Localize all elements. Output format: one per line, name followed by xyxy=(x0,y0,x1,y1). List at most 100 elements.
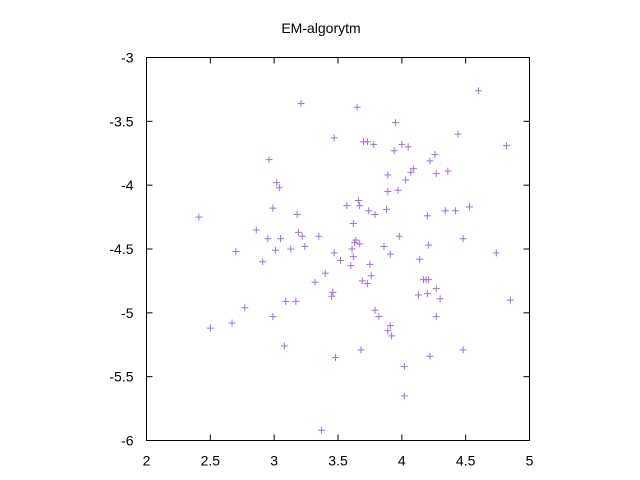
data-point-marker xyxy=(280,342,288,350)
data-point-marker xyxy=(426,157,434,165)
data-point-marker xyxy=(349,219,357,227)
data-point-marker xyxy=(228,319,236,327)
data-point-marker xyxy=(451,207,459,215)
y-tick-label: -4.5 xyxy=(109,241,133,257)
data-point-marker xyxy=(348,245,356,253)
data-point-marker xyxy=(356,240,364,248)
x-tick-label: 3.5 xyxy=(328,453,348,469)
data-point-marker xyxy=(311,278,319,286)
data-point-marker xyxy=(252,226,260,234)
data-point-marker xyxy=(432,170,440,178)
data-point-marker xyxy=(404,143,412,151)
x-tick-label: 4.5 xyxy=(456,453,476,469)
data-point-marker xyxy=(331,354,339,362)
data-point-marker xyxy=(425,241,433,249)
data-point-marker xyxy=(400,362,408,370)
x-tick-label: 4 xyxy=(398,453,406,469)
y-tick-label: -6 xyxy=(121,433,134,449)
data-point-marker xyxy=(273,179,281,187)
data-point-marker xyxy=(354,196,362,204)
data-point-marker xyxy=(357,346,365,354)
data-point-marker xyxy=(441,207,449,215)
data-point-marker xyxy=(398,140,406,148)
data-point-marker xyxy=(206,324,214,332)
data-point-marker xyxy=(432,313,440,321)
data-point-marker xyxy=(353,103,361,111)
data-point-marker xyxy=(328,292,336,300)
data-point-marker xyxy=(384,188,392,196)
data-point-marker xyxy=(454,130,462,138)
y-tick-label: -5.5 xyxy=(109,369,133,385)
data-point-marker xyxy=(506,296,514,304)
data-point-marker xyxy=(414,291,422,299)
chart-title: EM-algorytm xyxy=(281,20,360,36)
data-point-marker xyxy=(287,245,295,253)
data-point-marker xyxy=(259,258,267,266)
data-point-marker xyxy=(365,207,373,215)
data-point-marker xyxy=(352,236,360,244)
data-point-marker xyxy=(459,235,467,243)
data-point-marker xyxy=(292,297,300,305)
data-point-marker xyxy=(388,332,396,340)
data-point-marker xyxy=(232,248,240,256)
data-point-marker xyxy=(444,167,452,175)
data-point-marker xyxy=(264,235,272,243)
data-point-marker xyxy=(436,295,444,303)
data-point-marker xyxy=(370,140,378,148)
data-point-marker xyxy=(384,171,392,179)
data-point-marker xyxy=(275,184,283,192)
y-tick-label: -3.5 xyxy=(109,113,133,129)
data-point-marker xyxy=(321,269,329,277)
data-point-marker xyxy=(343,202,351,210)
x-tick-label: 5 xyxy=(526,453,534,469)
data-point-marker xyxy=(337,256,345,264)
data-point-marker xyxy=(297,99,305,107)
data-point-marker xyxy=(241,304,249,312)
data-point-marker xyxy=(407,168,415,176)
data-point-marker xyxy=(423,212,431,220)
data-point-marker xyxy=(375,313,383,321)
data-point-marker xyxy=(384,327,392,335)
data-point-marker xyxy=(363,138,371,146)
x-tick-label: 3 xyxy=(270,453,278,469)
data-point-marker xyxy=(465,203,473,211)
y-tick-label: -4 xyxy=(121,177,134,193)
data-point-marker xyxy=(390,147,398,155)
data-point-marker xyxy=(402,176,410,184)
data-point-marker xyxy=(371,211,379,219)
data-point-marker xyxy=(277,235,285,243)
data-point-marker xyxy=(371,306,379,314)
data-point-marker xyxy=(315,232,323,240)
plot-frame xyxy=(146,57,530,441)
data-point-marker xyxy=(294,228,302,236)
data-point-marker xyxy=(386,250,394,258)
data-point-marker xyxy=(298,232,306,240)
data-point-marker xyxy=(363,279,371,287)
x-tick-label: 2 xyxy=(143,453,151,469)
data-point-marker xyxy=(269,204,277,212)
data-point-marker xyxy=(423,290,431,298)
data-point-marker xyxy=(330,134,338,142)
data-point-marker xyxy=(503,142,511,150)
x-tick-label: 2.5 xyxy=(201,453,221,469)
y-tick-label: -3 xyxy=(121,50,134,66)
data-point-marker xyxy=(459,346,467,354)
data-point-marker xyxy=(425,276,433,284)
data-point-marker xyxy=(301,242,309,250)
data-point-marker xyxy=(317,426,325,434)
data-point-marker xyxy=(367,272,375,280)
data-point-marker xyxy=(416,255,424,263)
data-point-marker xyxy=(282,297,290,305)
data-point-marker xyxy=(265,156,273,164)
data-point-marker xyxy=(269,313,277,321)
data-point-marker xyxy=(400,392,408,400)
data-point-marker xyxy=(474,87,482,95)
data-point-marker xyxy=(349,253,357,261)
data-points xyxy=(195,87,514,434)
data-point-marker xyxy=(293,211,301,219)
data-point-marker xyxy=(366,260,374,268)
data-point-marker xyxy=(391,119,399,127)
data-point-marker xyxy=(271,246,279,254)
data-point-marker xyxy=(329,288,337,296)
